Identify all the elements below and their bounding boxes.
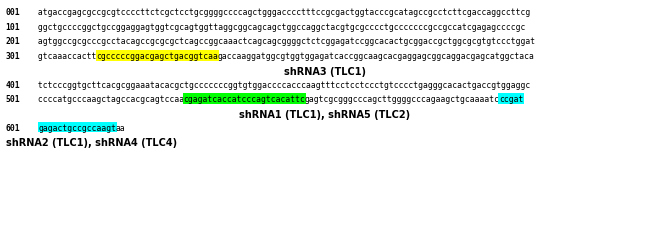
Text: gagtcgcgggcccagcttggggcccagaagctgcaaaatc: gagtcgcgggcccagcttggggcccagaagctgcaaaatc — [305, 95, 500, 104]
Text: 301: 301 — [6, 52, 20, 61]
Text: aa: aa — [116, 123, 125, 132]
Text: 001: 001 — [6, 8, 20, 17]
Text: ggctgccccggctgccggaggagtggtcgcagtggttaggcggcagcagctggccaggctacgtgcgcccctgccccccc: ggctgccccggctgccggaggagtggtcgcagtggttagg… — [33, 23, 526, 32]
Text: tctcccggtgcttcacgcggaaatacacgctgcccccccggtgtggaccccacccaagtttcctcctccctgtcccctga: tctcccggtgcttcacgcggaaatacacgctgcccccccg… — [33, 80, 530, 89]
Text: 601: 601 — [6, 123, 20, 132]
Text: ccccatgcccaagctagccacgcagtccaa: ccccatgcccaagctagccacgcagtccaa — [33, 95, 185, 104]
Text: atgaccgagcgccgcgtccccttctcgctcctgcggggccccagctgggacccctttccgcgactggtacccgcatagcc: atgaccgagcgccgcgtccccttctcgctcctgcggggcc… — [33, 8, 530, 17]
Text: cgcccccggacgagctgacggtcaa: cgcccccggacgagctgacggtcaa — [96, 52, 218, 61]
Text: agtggccgcgcccgcctacagccgcgcgctcagccggcaaactcagcagcggggctctcggagatccggcacactgcgga: agtggccgcgcccgcctacagccgcgcgctcagccggcaa… — [33, 37, 536, 46]
Text: 401: 401 — [6, 80, 20, 89]
Text: 501: 501 — [6, 95, 20, 104]
Text: ccgat: ccgat — [499, 95, 523, 104]
Text: shRNA2 (TLC1), shRNA4 (TLC4): shRNA2 (TLC1), shRNA4 (TLC4) — [6, 137, 177, 148]
Text: shRNA1 (TLC1), shRNA5 (TLC2): shRNA1 (TLC1), shRNA5 (TLC2) — [239, 109, 411, 119]
Text: cgagatcaccatcccagtcacattc: cgagatcaccatcccagtcacattc — [184, 95, 306, 104]
Text: gaccaaggatggcgtggtggagatcaccggcaagcacgaggagcggcaggacgagcatggctaca: gaccaaggatggcgtggtggagatcaccggcaagcacgag… — [218, 52, 534, 61]
Text: 201: 201 — [6, 37, 20, 46]
Text: gtcaaaccactt: gtcaaaccactt — [33, 52, 97, 61]
Text: 101: 101 — [6, 23, 20, 32]
Text: shRNA3 (TLC1): shRNA3 (TLC1) — [284, 66, 366, 76]
Text: gagactgccgccaagt: gagactgccgccaagt — [38, 123, 116, 132]
